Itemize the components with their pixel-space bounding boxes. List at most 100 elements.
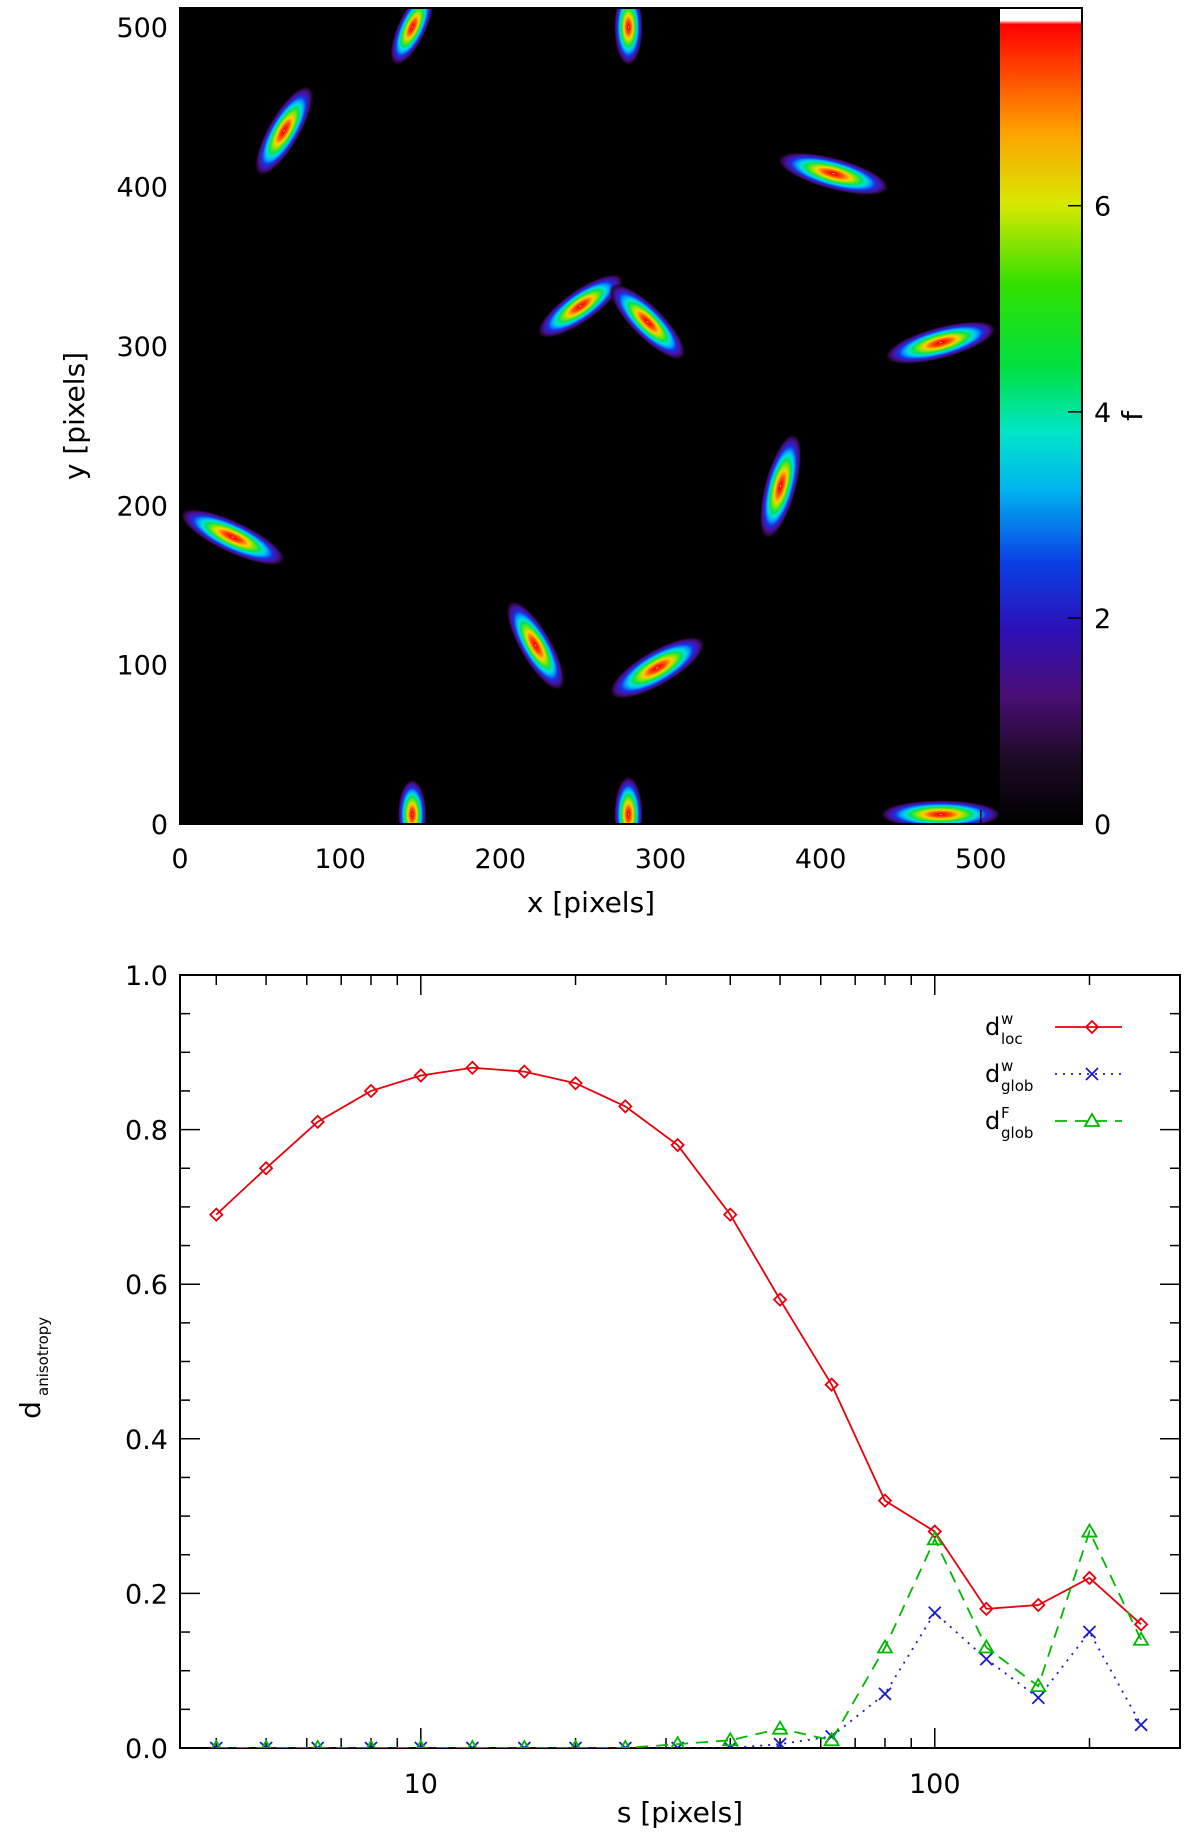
legend-label-2: d — [985, 1107, 1000, 1135]
heatmap-blob-1 — [614, 8, 643, 66]
heatmap-y-tick-label: 500 — [116, 13, 168, 44]
legend-label-sup-0: w — [1001, 1010, 1013, 1028]
series-1-point — [517, 1741, 531, 1748]
colorbar — [1000, 8, 1082, 824]
series-2-point — [365, 1739, 377, 1748]
series-2-point — [312, 1739, 323, 1748]
heatmap-blob-13 — [879, 800, 1000, 824]
legend-label-sup-1: w — [1001, 1057, 1013, 1075]
series-2-point — [1080, 1522, 1099, 1538]
series-2-point — [823, 1731, 841, 1747]
series-0-point — [877, 1493, 893, 1508]
heatmap-blob-2 — [254, 85, 314, 176]
colorbar-tick-label: 0 — [1094, 810, 1111, 841]
heatmap-x-label: x [pixels] — [527, 886, 655, 919]
heatmap-x-tick-label: 100 — [314, 844, 366, 875]
series-0-point — [722, 1207, 738, 1222]
line-x-label: s [pixels] — [617, 1796, 743, 1829]
series-2-point — [1029, 1677, 1047, 1693]
series-2-point — [570, 1739, 581, 1748]
series-line-1 — [216, 1611, 1142, 1748]
series-0-point — [258, 1160, 274, 1176]
line-x-tick-label: 10 — [404, 1769, 438, 1800]
series-0-point — [1082, 1570, 1097, 1586]
series-2-point — [926, 1530, 944, 1546]
heatmap-background — [180, 8, 1000, 824]
heatmap-blob-3 — [777, 152, 890, 196]
legend-label-0: d — [985, 1013, 1000, 1041]
colorbar-tick-label: 6 — [1094, 192, 1111, 223]
series-2-point — [260, 1739, 272, 1748]
series-2-point — [211, 1739, 222, 1748]
heatmap-x-tick-label: 0 — [171, 844, 188, 875]
series-1-point — [364, 1741, 378, 1748]
series-1-point — [311, 1741, 325, 1748]
heatmap-blob-6 — [884, 321, 997, 365]
line-y-tick-label: 1.0 — [125, 961, 168, 992]
series-1-point — [928, 1606, 942, 1620]
series-2-point — [876, 1638, 894, 1654]
series-0-point — [413, 1068, 429, 1083]
legend-label-sub-2: glob — [1001, 1124, 1033, 1142]
legend-marker-2 — [1083, 1112, 1101, 1127]
heatmap-blob-5 — [609, 284, 686, 360]
line-y-tick-label: 0.4 — [125, 1425, 168, 1456]
series-1-point — [773, 1737, 787, 1748]
series-1-point — [1082, 1625, 1097, 1639]
series-0-point — [772, 1292, 788, 1307]
line-y-label: d anisotropy — [14, 1317, 52, 1419]
legend-marker-0 — [1084, 1019, 1100, 1035]
colorbar-tick-label: 2 — [1094, 604, 1111, 635]
line-y-tick-label: 0.0 — [125, 1734, 168, 1765]
series-0-point — [209, 1207, 224, 1222]
heatmap-y-tick-label: 300 — [116, 332, 168, 363]
line-x-tick-label: 100 — [909, 1769, 961, 1800]
series-0-point — [824, 1377, 839, 1392]
heatmap-blob-12 — [614, 776, 643, 824]
series-2-point — [977, 1638, 995, 1654]
heatmap-blob-8 — [180, 508, 286, 566]
series-1-point — [209, 1741, 223, 1748]
series-1-point — [259, 1741, 273, 1748]
series-1-point — [414, 1741, 428, 1748]
series-1-point — [979, 1652, 993, 1666]
series-1-point — [723, 1741, 737, 1748]
series-1-point — [878, 1687, 892, 1701]
series-2-point — [771, 1719, 789, 1735]
series-2-point — [620, 1739, 631, 1748]
series-0-point — [363, 1083, 379, 1099]
line-y-tick-label: 0.6 — [125, 1270, 168, 1301]
line-y-tick-label: 0.2 — [125, 1579, 168, 1610]
heatmap-y-tick-label: 100 — [116, 651, 168, 682]
legend-label-sub-0: loc — [1001, 1030, 1023, 1048]
series-line-0 — [215, 1066, 1142, 1625]
line-y-tick-label: 0.8 — [125, 1116, 168, 1147]
heatmap-x-tick-label: 500 — [955, 844, 1007, 875]
line-y-label-main: d — [14, 1401, 47, 1419]
heatmap-x-tick-label: 300 — [635, 844, 687, 875]
series-0-point — [979, 1601, 994, 1617]
heatmap-y-tick-label: 400 — [116, 173, 168, 204]
colorbar-tick-label: 4 — [1094, 398, 1111, 429]
series-line-2 — [216, 1529, 1142, 1748]
line-y-label-sub: anisotropy — [34, 1317, 52, 1396]
series-2-point — [519, 1739, 530, 1748]
heatmap-y-tick-label: 0 — [151, 810, 168, 841]
colorbar-label: f — [1116, 410, 1149, 421]
series-0-point — [310, 1114, 325, 1130]
heatmap-frame — [179, 7, 1083, 825]
series-1-point — [1134, 1718, 1148, 1732]
series-0-point — [517, 1064, 532, 1079]
heatmap-blob-9 — [506, 600, 565, 691]
series-2-point — [670, 1735, 686, 1748]
heatmap-x-tick-label: 400 — [795, 844, 847, 875]
heatmap-y-tick-label: 200 — [116, 491, 168, 522]
heatmap-y-label: y [pixels] — [58, 352, 91, 480]
series-0-point — [465, 1060, 480, 1076]
series-2-point — [467, 1739, 478, 1748]
heatmap-blob-10 — [609, 636, 706, 700]
legend-label-1: d — [985, 1060, 1000, 1088]
series-0-point — [1133, 1617, 1149, 1632]
heatmap-x-tick-label: 200 — [475, 844, 527, 875]
